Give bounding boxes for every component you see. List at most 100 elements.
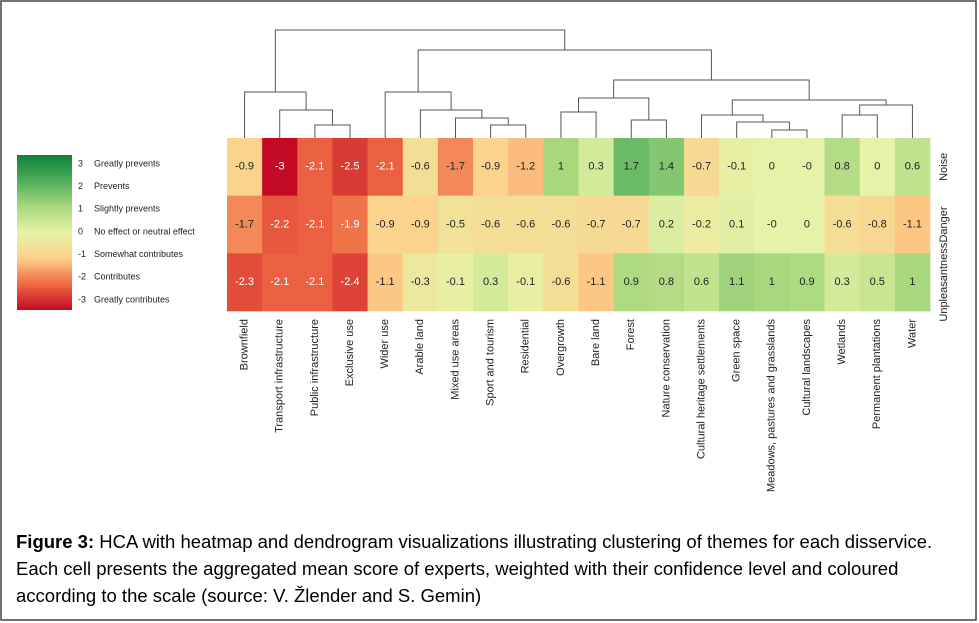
- row-label: Danger: [938, 206, 950, 242]
- column-label: Overgrowth: [555, 319, 567, 376]
- cell-label: 1.1: [729, 276, 744, 288]
- cell-label: 0.3: [834, 276, 849, 288]
- cell-label: -0.7: [587, 218, 606, 230]
- legend-tick: 0: [78, 226, 83, 236]
- dendrogram-branch: [314, 124, 351, 138]
- heat-cell: [227, 253, 263, 312]
- column-label: Water: [906, 319, 918, 348]
- legend-label: Prevents: [94, 181, 130, 191]
- heat-cell: [824, 253, 860, 312]
- cell-label: -0.6: [551, 218, 570, 230]
- heat-cell: [227, 138, 263, 196]
- heat-cell: [367, 253, 404, 312]
- heat-cell: [543, 138, 579, 196]
- heat-cell: [789, 195, 825, 254]
- cell-label: 1.7: [624, 161, 639, 173]
- legend-tick: -2: [78, 272, 86, 282]
- column-label: Brownfield: [238, 319, 250, 370]
- column-label: Cultural heritage settlements: [695, 319, 707, 460]
- heat-cell: [402, 253, 439, 312]
- column-label: Wetlands: [836, 319, 848, 365]
- cell-label: -0.3: [411, 276, 430, 288]
- heat-cell: [262, 253, 298, 312]
- cell-label: -2.1: [305, 276, 324, 288]
- legend-label: Contributes: [94, 272, 141, 282]
- dendrogram-branch: [419, 109, 483, 138]
- column-label: Public infrastructure: [309, 319, 321, 416]
- dendrogram-branch: [244, 91, 307, 138]
- heat-cell: [543, 253, 579, 312]
- heat-cell: [613, 138, 650, 196]
- heat-cell: [367, 138, 404, 196]
- cell-label: 0.9: [624, 276, 639, 288]
- column-label: Meadows, pastures and grasslands: [766, 319, 778, 493]
- heat-cell: [648, 253, 685, 312]
- heat-cell: [578, 253, 614, 312]
- cell-label: 0.2: [659, 218, 674, 230]
- heat-cell: [262, 138, 298, 196]
- dendrogram-branch: [701, 114, 764, 138]
- legend-label: Greatly prevents: [94, 158, 161, 168]
- cell-label: -0: [767, 218, 777, 230]
- cell-label: -0.5: [446, 218, 465, 230]
- cell-label: -0.7: [622, 218, 641, 230]
- heat-cell: [437, 138, 474, 196]
- dendrogram-branch: [731, 99, 887, 115]
- column-label: Nature conservation: [660, 319, 672, 417]
- heat-cell: [683, 253, 720, 312]
- dendrogram-branch: [274, 29, 566, 92]
- heat-cell: [508, 195, 544, 254]
- heat-cell: [332, 195, 368, 254]
- caption: Figure 3: HCA with heatmap and dendrogra…: [16, 528, 966, 609]
- heat-cell: [578, 138, 614, 196]
- legend-label: No effect or neutral effect: [94, 226, 195, 236]
- column-label: Residential: [520, 319, 532, 373]
- colorbar: [17, 155, 72, 310]
- cell-label: -0.6: [551, 276, 570, 288]
- column-label: Bare land: [590, 319, 602, 366]
- heat-cell: [508, 138, 544, 196]
- cell-label: -1.7: [446, 161, 465, 173]
- cell-label: 1: [769, 276, 775, 288]
- heat-cell: [297, 138, 333, 196]
- cell-label: -2.2: [270, 218, 289, 230]
- column-label: Green space: [731, 319, 743, 382]
- legend-label: Slightly prevents: [94, 204, 161, 214]
- cell-label: -2.1: [376, 161, 395, 173]
- heat-cell: [859, 195, 896, 254]
- heat-cell: [473, 138, 509, 196]
- heat-cell: [437, 195, 474, 254]
- cell-label: 1: [909, 276, 915, 288]
- legend-tick: 3: [78, 158, 83, 168]
- row-label: Unpleasantness: [938, 242, 950, 321]
- heat-cell: [754, 195, 790, 254]
- heat-cell: [859, 138, 896, 196]
- heat-cell: [894, 138, 931, 196]
- cell-label: -2.1: [270, 276, 289, 288]
- heat-cell: [613, 195, 650, 254]
- cell-label: -0.6: [411, 161, 430, 173]
- column-label: Mixed use areas: [449, 319, 461, 400]
- cell-label: -0.9: [481, 161, 500, 173]
- cell-label: -0.9: [235, 161, 254, 173]
- cell-label: -1.1: [587, 276, 606, 288]
- cell-label: 1.4: [659, 161, 674, 173]
- cell-label: 0: [874, 161, 880, 173]
- heat-cell: [683, 195, 720, 254]
- cell-label: -2.4: [341, 276, 360, 288]
- legend-tick: -3: [78, 294, 86, 304]
- dendrogram-branch: [841, 114, 878, 138]
- heat-cell: [719, 195, 755, 254]
- dendrogram-branch: [490, 124, 527, 138]
- cell-label: 0.6: [694, 276, 709, 288]
- heat-cell: [473, 253, 509, 312]
- cell-label: -0.1: [727, 161, 746, 173]
- heat-cell: [789, 138, 825, 196]
- heat-cell: [613, 253, 650, 312]
- cell-label: -1.7: [235, 218, 254, 230]
- cell-label: -2.5: [341, 161, 360, 173]
- cell-label: 1: [558, 161, 564, 173]
- legend-label: Somewhat contributes: [94, 249, 184, 259]
- cell-label: 0.8: [834, 161, 849, 173]
- cell-label: 0.9: [799, 276, 814, 288]
